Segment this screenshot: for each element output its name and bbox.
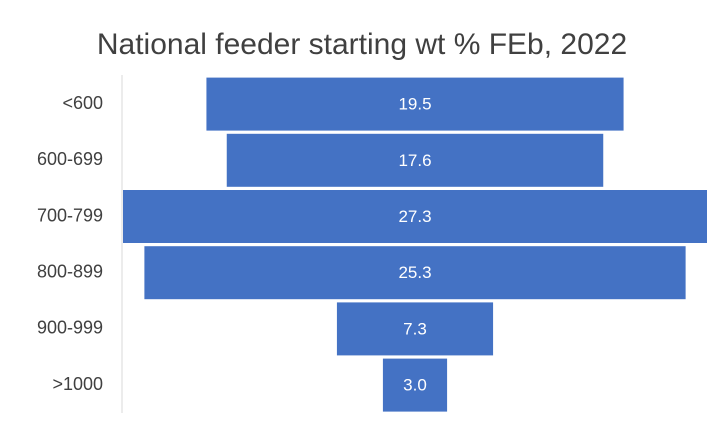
bar bbox=[144, 246, 686, 300]
data-label: 7.3 bbox=[403, 319, 427, 338]
category-label: <600 bbox=[62, 93, 103, 113]
data-label: 25.3 bbox=[398, 263, 431, 282]
bar bbox=[206, 77, 624, 131]
category-label: 600-699 bbox=[37, 149, 103, 169]
data-label: 17.6 bbox=[398, 151, 431, 170]
category-label: 900-999 bbox=[37, 318, 103, 338]
data-label: 27.3 bbox=[398, 207, 431, 226]
bar bbox=[382, 358, 448, 412]
category-label: >1000 bbox=[52, 374, 103, 394]
bar bbox=[226, 133, 604, 187]
bar bbox=[336, 302, 494, 356]
category-label: 800-899 bbox=[37, 261, 103, 281]
data-label: 19.5 bbox=[398, 95, 431, 114]
category-label: 700-799 bbox=[37, 205, 103, 225]
bar bbox=[123, 190, 707, 243]
data-label: 3.0 bbox=[403, 376, 427, 395]
chart-title: National feeder starting wt % FEb, 2022 bbox=[97, 28, 627, 61]
